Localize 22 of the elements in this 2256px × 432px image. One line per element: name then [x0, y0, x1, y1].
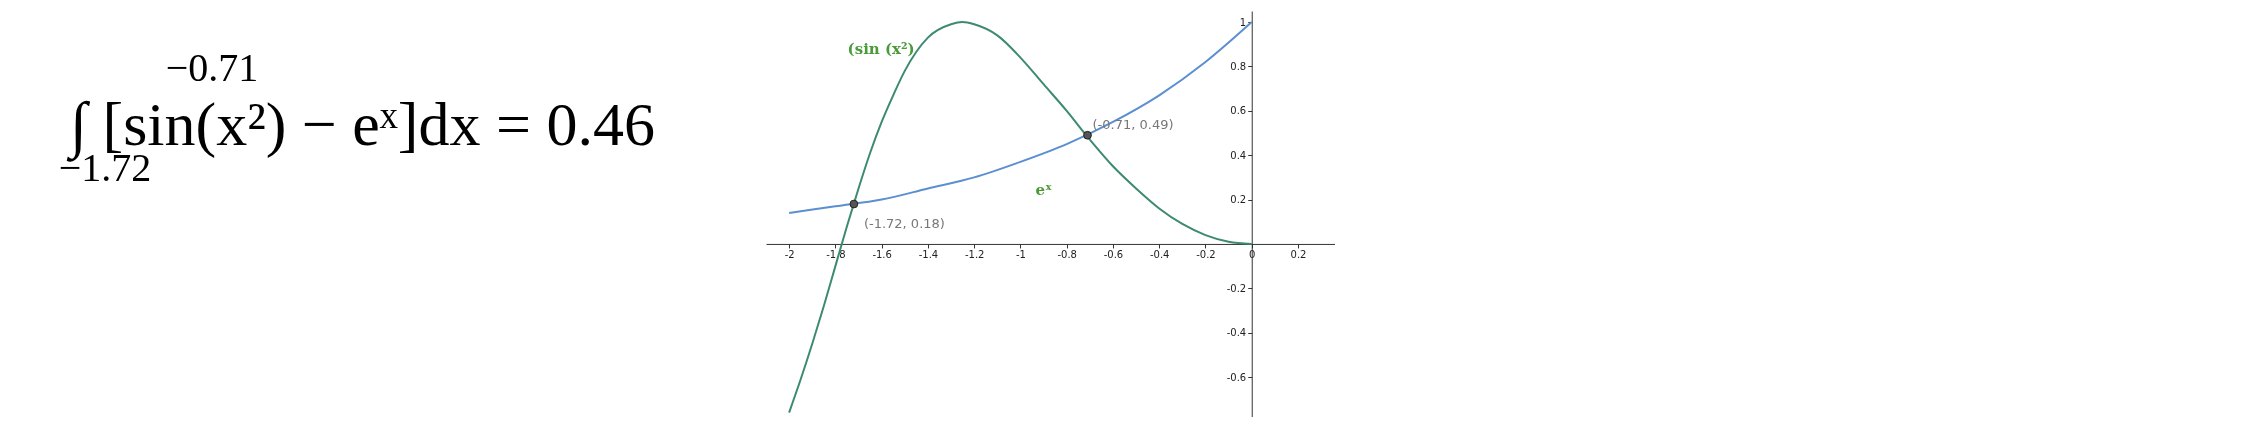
annotation: (-1.72, 0.18) [863, 216, 945, 232]
x-tick-label: -0.6 [1103, 249, 1124, 261]
x-tick-label: -1 [1015, 249, 1026, 261]
x-tick-label: -1.2 [964, 249, 985, 261]
y-tick-label: 0.2 [1230, 194, 1247, 206]
x-tick-label: -1.4 [918, 249, 939, 261]
series-label: eˣ [1035, 180, 1053, 199]
x-tick-label: -2 [784, 249, 795, 261]
x-tick-label: 0.2 [1290, 249, 1307, 261]
y-tick-label: 0.8 [1230, 60, 1247, 72]
text: −0.71 [165, 45, 259, 90]
y-tick-label: 1 [1239, 16, 1247, 28]
x-tick-label: -0.2 [1196, 249, 1216, 261]
series-label: (sin (x²) [847, 40, 915, 59]
y-tick-label: -0.4 [1226, 327, 1247, 339]
x-tick-label: -1.6 [872, 249, 892, 261]
y-tick-label: -0.6 [1226, 371, 1247, 383]
y-tick-label: 0.4 [1230, 149, 1247, 161]
y-tick-label: -0.2 [1226, 282, 1247, 294]
x-tick-label: -0.4 [1149, 249, 1170, 261]
y-tick-label: 0.6 [1230, 105, 1247, 117]
x-tick-label: -0.8 [1057, 249, 1077, 261]
